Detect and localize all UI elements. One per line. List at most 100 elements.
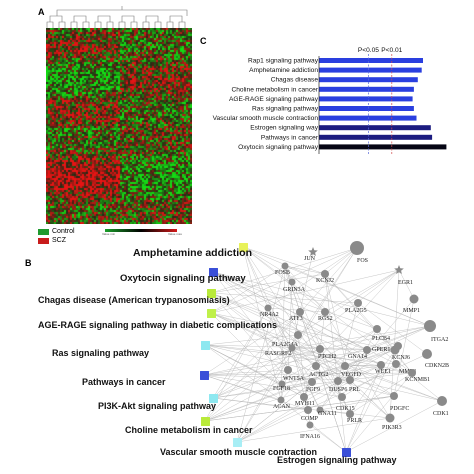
bar (319, 106, 414, 111)
bar-category-label: Amphetamine addiction (249, 67, 318, 74)
threshold-label: P<0.05 (358, 47, 379, 54)
scale-low-label: Value min (102, 232, 116, 236)
gene-node (354, 299, 362, 307)
pathway-node (201, 341, 210, 350)
dendrogram-branches (46, 6, 188, 28)
gene-label: GPER1 (372, 347, 390, 353)
pathway-label: Pathways in cancer (82, 377, 166, 387)
gene-node (316, 406, 324, 414)
gene-label: EGR1 (398, 280, 413, 286)
gene-node (341, 362, 349, 370)
bar (319, 58, 423, 63)
pathway-label: Estrogen signaling pathway (277, 455, 397, 465)
panel-a-letter: A (38, 7, 45, 17)
gene-label: GNA14 (348, 354, 367, 360)
gene-node (277, 396, 285, 404)
bar-category-label: Choline metabolism in cancer (232, 86, 319, 93)
gene-label: FGF18 (273, 386, 290, 392)
gene-label: KCNJ2 (316, 278, 334, 284)
bar-category-label: AGE-RAGE signaling pathway (229, 96, 319, 103)
legend-control-label: Control (52, 228, 75, 235)
bar-category-label: Rap1 signaling pathway (248, 58, 319, 65)
gene-label: COMP (301, 416, 319, 422)
threshold-label: P<0.01 (381, 47, 402, 54)
pathway-label: Vascular smooth muscle contraction (160, 447, 317, 457)
gene-node (377, 361, 385, 369)
gene-label: GRIN3A (283, 287, 306, 293)
gene-node (308, 378, 316, 386)
gene-node (385, 413, 395, 423)
scz-swatch (38, 237, 49, 244)
legend-control: Control (38, 228, 75, 235)
bar (319, 144, 447, 150)
gene-node (373, 325, 381, 333)
gene-node (321, 308, 329, 316)
gene-label: NR4A2 (260, 312, 279, 318)
pathway-node (342, 448, 351, 457)
gene-label: KCNMB1 (405, 377, 430, 383)
scale-high-label: Value max (168, 232, 182, 236)
pathway-label: Choline metabolism in cancer (125, 425, 253, 435)
gene-label: WEE1 (375, 369, 391, 375)
gene-node (363, 346, 371, 354)
gene-node (321, 270, 329, 278)
gene-node (408, 369, 416, 377)
pathway-node (239, 243, 248, 252)
gene-node (264, 304, 272, 312)
gene-node (392, 360, 400, 368)
column-dendrogram (46, 6, 188, 28)
control-swatch (38, 228, 49, 235)
gene-label: PLA2G5 (345, 308, 367, 314)
gene-node (312, 362, 320, 370)
gene-label: MMP1 (403, 308, 420, 314)
gene-node (437, 396, 447, 406)
gene-node (390, 345, 400, 355)
gene-label: CDK1 (433, 411, 449, 417)
panel-c-letter: C (200, 36, 207, 46)
gene-node (288, 344, 296, 352)
network-edges (203, 246, 443, 453)
gene-label: KCNJ6 (392, 355, 410, 361)
pathway-label: PI3K-Akt signaling pathway (98, 401, 216, 411)
gene-node (294, 331, 302, 339)
pathway-bar-chart: Rap1 signaling pathway Amphetamine addict… (213, 47, 447, 154)
bar (319, 67, 422, 73)
gene-node (394, 265, 404, 274)
gene-node (338, 393, 346, 401)
gene-node (346, 376, 354, 384)
bar (319, 115, 417, 121)
gene-node (296, 308, 304, 316)
color-scale-bar (105, 229, 177, 232)
expression-heatmap (46, 28, 192, 224)
gene-node (306, 421, 314, 429)
gene-label: ITGA2 (431, 337, 448, 343)
bar-category-label: Oxytocin signaling pathway (238, 144, 319, 151)
gene-label: VEGFD (341, 372, 362, 378)
gene-node (300, 393, 308, 401)
bar (319, 96, 413, 102)
gene-label: IFNA16 (300, 434, 320, 440)
legend-scz-label: SCZ (52, 237, 66, 244)
gene-node (316, 345, 324, 353)
bar-category-label: Chagas disease (271, 77, 319, 84)
gene-node (284, 366, 292, 374)
pathway-node (233, 438, 242, 447)
gene-label: DUSP6 (329, 387, 347, 393)
pathway-label: Ras signaling pathway (52, 348, 149, 358)
pathway-label: Chagas disease (American trypanosomiasis… (38, 295, 230, 305)
gene-label: PLCB4 (372, 336, 390, 342)
bar (319, 86, 414, 92)
pathway-node (209, 268, 218, 277)
gene-label: MYH11 (295, 401, 315, 407)
gene-node (350, 241, 364, 255)
gene-node (390, 392, 398, 400)
bar-category-label: Estrogen signaling way (250, 125, 319, 132)
gene-node (334, 377, 342, 385)
gene-node (346, 410, 354, 418)
gene-label: MMP8 (399, 369, 416, 375)
gene-label: RASGRF2 (265, 351, 291, 357)
gene-label: JUN (304, 256, 316, 262)
gene-label: PRL (349, 387, 360, 393)
gene-label: PTCH2 (318, 354, 336, 360)
gene-label: ACTG2 (309, 372, 328, 378)
